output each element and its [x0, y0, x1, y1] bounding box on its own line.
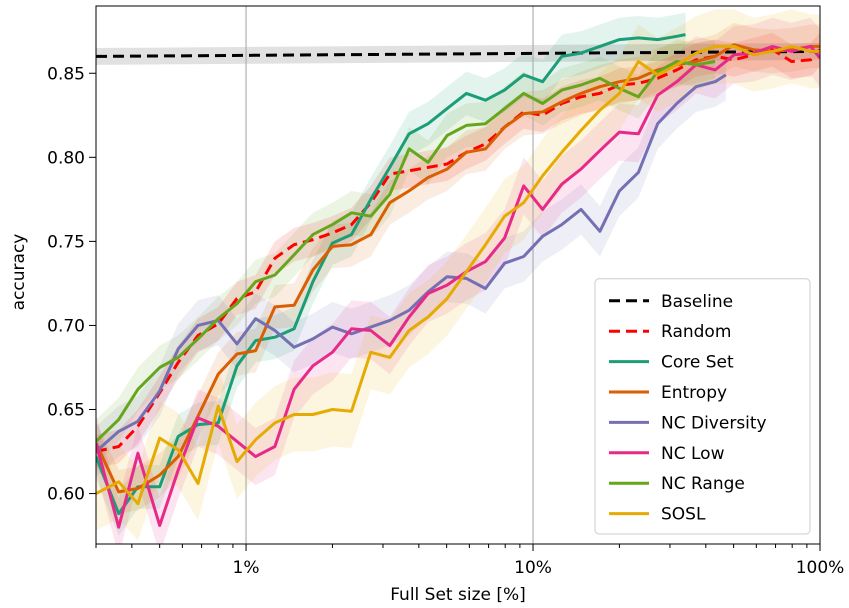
- line-sosl: [96, 44, 820, 506]
- x-axis-ticks: 1% 10% 100%: [95, 544, 845, 578]
- legend-label-random: Random: [661, 322, 731, 342]
- x-axis-label: Full Set size [%]: [390, 585, 526, 605]
- line-nc-diversity: [96, 73, 727, 453]
- legend-label-baseline: Baseline: [661, 292, 733, 312]
- y-tick-label: 0.60: [47, 485, 85, 505]
- legend-label-sosl: SOSL: [661, 505, 706, 525]
- y-tick-label: 0.70: [47, 316, 85, 336]
- band-core-set: [96, 12, 686, 536]
- line-core-set: [96, 33, 686, 516]
- y-tick-label: 0.65: [47, 401, 85, 421]
- legend: Baseline Random Core Set Entropy NC Diversit…: [594, 278, 811, 535]
- legend-label-nc-diversity: NC Diversity: [661, 413, 767, 433]
- y-axis-ticks: 0.60 0.65 0.70 0.75 0.80 0.85: [47, 64, 96, 505]
- series-lines: [96, 33, 820, 529]
- legend-label-entropy: Entropy: [661, 383, 727, 403]
- x-tick-label: 10%: [514, 558, 552, 578]
- x-tick-label: 1%: [233, 558, 260, 578]
- line-nc-range: [96, 60, 716, 443]
- band-sosl: [96, 9, 820, 541]
- band-nc-range: [96, 39, 716, 464]
- y-tick-label: 0.75: [47, 232, 85, 252]
- line-entropy: [96, 43, 820, 494]
- x-tick-label: 100%: [796, 558, 845, 578]
- vertical-gridlines: [245, 6, 534, 544]
- legend-box: [594, 278, 811, 535]
- plot-area-frame: [95, 5, 821, 545]
- legend-label-nc-range: NC Range: [661, 474, 745, 494]
- legend-label-nc-low: NC Low: [661, 444, 725, 464]
- y-tick-label: 0.85: [47, 64, 85, 84]
- y-axis-label: accuracy: [9, 234, 29, 311]
- y-tick-label: 0.80: [47, 148, 85, 168]
- legend-label-core-set: Core Set: [661, 353, 734, 373]
